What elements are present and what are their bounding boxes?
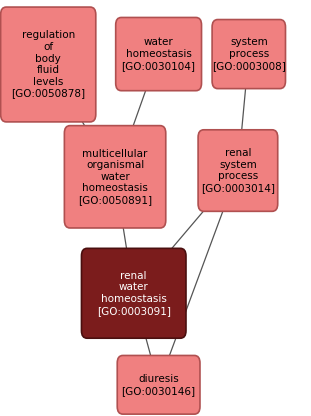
Text: renal
system
process
[GO:0003014]: renal system process [GO:0003014] bbox=[201, 148, 275, 193]
FancyBboxPatch shape bbox=[198, 130, 278, 211]
FancyBboxPatch shape bbox=[64, 126, 166, 228]
Text: renal
water
homeostasis
[GO:0003091]: renal water homeostasis [GO:0003091] bbox=[97, 271, 171, 316]
Text: diuresis
[GO:0030146]: diuresis [GO:0030146] bbox=[122, 374, 196, 396]
FancyBboxPatch shape bbox=[212, 20, 285, 89]
FancyBboxPatch shape bbox=[117, 355, 200, 414]
Text: multicellular
organismal
water
homeostasis
[GO:0050891]: multicellular organismal water homeostas… bbox=[78, 149, 152, 205]
FancyBboxPatch shape bbox=[1, 7, 96, 122]
Text: regulation
of
body
fluid
levels
[GO:0050878]: regulation of body fluid levels [GO:0050… bbox=[11, 30, 85, 99]
Text: water
homeostasis
[GO:0030104]: water homeostasis [GO:0030104] bbox=[122, 37, 196, 71]
FancyBboxPatch shape bbox=[81, 248, 186, 338]
FancyBboxPatch shape bbox=[116, 17, 202, 91]
Text: system
process
[GO:0003008]: system process [GO:0003008] bbox=[212, 37, 286, 71]
